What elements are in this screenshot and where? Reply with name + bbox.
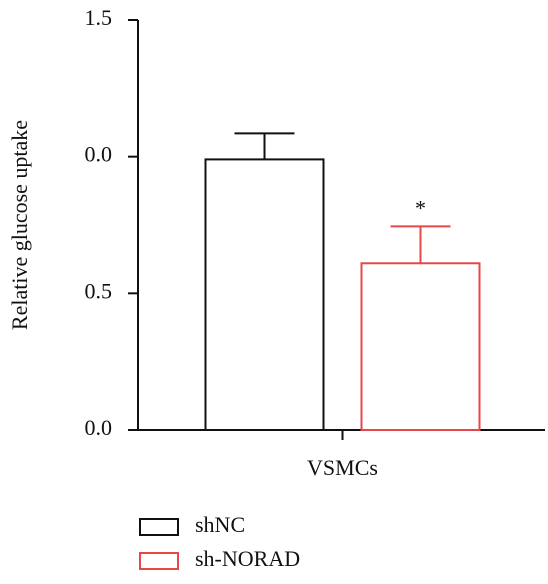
legend-swatch [139,518,179,536]
legend-label: shNC [195,512,245,537]
legend-swatch [139,552,179,570]
legend-label: sh-NORAD [195,546,300,571]
y-tick-label: 1.5 [85,5,113,30]
y-tick-label: 0.0 [85,142,113,167]
annotation: * [415,195,426,220]
x-tick-label: VSMCs [307,455,378,480]
bar [360,262,481,431]
y-tick-label: 0.0 [85,415,113,440]
bar [204,158,325,431]
y-axis-label: Relative glucose uptake [7,120,32,330]
y-tick-label: 0.5 [85,278,113,303]
